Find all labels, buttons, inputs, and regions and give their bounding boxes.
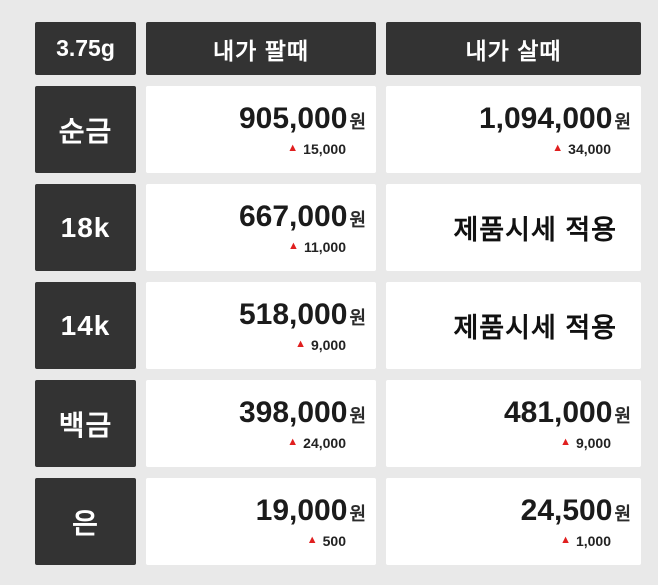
currency-suffix: 원 (614, 111, 631, 132)
price-change: ▲ 9,000 (560, 436, 611, 450)
price-line: 667,000 원 (238, 199, 366, 233)
header-buy-column: 내가 살때 (386, 22, 641, 75)
up-arrow-icon: ▲ (560, 436, 571, 448)
row-label-silver: 은 (35, 478, 136, 565)
currency-suffix: 원 (349, 307, 366, 328)
currency-suffix: 원 (349, 405, 366, 426)
price-amount: 518,000 (238, 297, 348, 331)
row-label-pure-gold: 순금 (35, 86, 136, 173)
up-arrow-icon: ▲ (287, 142, 299, 154)
k18-buy-cell: 제품시세 적용 (386, 184, 641, 271)
price-change: ▲ 34,000 (552, 142, 611, 156)
change-amount: 34,000 (568, 140, 611, 157)
price-amount: 481,000 (503, 395, 613, 429)
market-price-applied-text: 제품시세 적용 (453, 313, 617, 343)
pure-gold-buy-cell: 1,094,000 원 ▲ 34,000 (386, 86, 641, 173)
change-amount: 11,000 (303, 238, 346, 255)
up-arrow-icon: ▲ (295, 338, 306, 350)
up-arrow-icon: ▲ (306, 534, 318, 546)
row-label-18k: 18k (35, 184, 136, 271)
up-arrow-icon: ▲ (288, 240, 299, 252)
price-amount: 667,000 (238, 199, 348, 233)
up-arrow-icon: ▲ (552, 142, 564, 154)
currency-suffix: 원 (614, 503, 631, 524)
price-line: 518,000 원 (238, 297, 366, 331)
price-amount: 24,500 (520, 493, 613, 527)
market-price-applied-text: 제품시세 적용 (453, 215, 617, 245)
price-line: 1,094,000 원 (478, 101, 631, 135)
price-line: 19,000 원 (255, 493, 366, 527)
currency-suffix: 원 (349, 111, 366, 132)
price-line: 905,000 원 (238, 101, 366, 135)
price-line: 398,000 원 (238, 395, 366, 429)
header-weight-unit: 3.75g (35, 22, 136, 75)
k18-sell-cell: 667,000 원 ▲ 11,000 (146, 184, 376, 271)
price-change: ▲ 500 (307, 534, 346, 548)
price-line: 481,000 원 (503, 395, 631, 429)
platinum-buy-cell: 481,000 원 ▲ 9,000 (386, 380, 641, 467)
price-change: ▲ 15,000 (287, 142, 346, 156)
k14-sell-cell: 518,000 원 ▲ 9,000 (146, 282, 376, 369)
price-amount: 19,000 (255, 493, 348, 527)
pure-gold-sell-cell: 905,000 원 ▲ 15,000 (146, 86, 376, 173)
currency-suffix: 원 (349, 503, 366, 524)
header-sell-column: 내가 팔때 (146, 22, 376, 75)
change-amount: 500 (322, 532, 346, 549)
change-amount: 15,000 (303, 140, 346, 157)
price-change: ▲ 1,000 (560, 534, 611, 548)
currency-suffix: 원 (349, 209, 366, 230)
row-label-platinum: 백금 (35, 380, 136, 467)
platinum-sell-cell: 398,000 원 ▲ 24,000 (146, 380, 376, 467)
price-change: ▲ 11,000 (288, 240, 346, 254)
k14-buy-cell: 제품시세 적용 (386, 282, 641, 369)
silver-buy-cell: 24,500 원 ▲ 1,000 (386, 478, 641, 565)
up-arrow-icon: ▲ (287, 436, 299, 448)
up-arrow-icon: ▲ (560, 534, 571, 546)
change-amount: 1,000 (575, 532, 611, 549)
change-amount: 9,000 (310, 336, 346, 353)
price-amount: 398,000 (238, 395, 348, 429)
currency-suffix: 원 (614, 405, 631, 426)
row-label-14k: 14k (35, 282, 136, 369)
silver-sell-cell: 19,000 원 ▲ 500 (146, 478, 376, 565)
price-amount: 1,094,000 (478, 101, 613, 135)
price-change: ▲ 9,000 (295, 338, 346, 352)
price-change: ▲ 24,000 (287, 436, 346, 450)
price-line: 24,500 원 (520, 493, 631, 527)
change-amount: 24,000 (303, 434, 346, 451)
price-amount: 905,000 (238, 101, 348, 135)
change-amount: 9,000 (575, 434, 611, 451)
